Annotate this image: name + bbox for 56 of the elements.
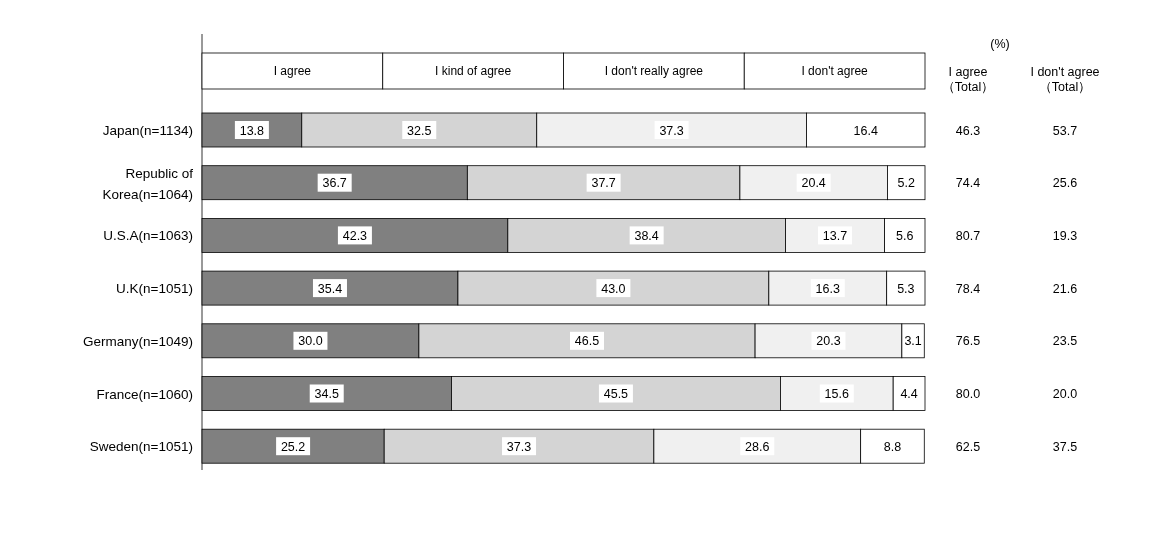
data-label: 20.0 bbox=[1052, 387, 1078, 401]
data-label: 43.0 bbox=[601, 281, 626, 296]
x-tick-label: I agree（Total） bbox=[941, 65, 995, 94]
data-label: 20.4 bbox=[801, 176, 826, 191]
data-label: 62.5 bbox=[955, 439, 981, 454]
data-label: 78.4 bbox=[955, 281, 981, 296]
data-label: 28.6 bbox=[745, 439, 770, 454]
data-label: 42.3 bbox=[342, 228, 368, 243]
text: I don't really agree bbox=[604, 64, 704, 78]
data-label: 4.4 bbox=[900, 387, 918, 401]
y-tick-label: Sweden(n=1051) bbox=[89, 439, 193, 455]
data-label: 37.3 bbox=[659, 123, 684, 138]
data-label: 21.6 bbox=[1052, 281, 1078, 296]
data-label: 15.6 bbox=[824, 387, 849, 401]
y-tick-label: Japan(n=1134) bbox=[102, 123, 193, 138]
data-label: 34.5 bbox=[314, 387, 339, 401]
data-label: 37.3 bbox=[506, 439, 532, 454]
data-label: 37.7 bbox=[591, 176, 616, 191]
data-label: 25.6 bbox=[1052, 176, 1078, 191]
data-label: 46.5 bbox=[574, 334, 600, 349]
data-label: 80.7 bbox=[955, 228, 981, 243]
text: I agree bbox=[273, 64, 312, 78]
data-label: 23.5 bbox=[1052, 334, 1078, 349]
y-tick-label: U.K(n=1051) bbox=[116, 281, 193, 297]
data-label: 16.3 bbox=[815, 281, 840, 296]
y-tick-label: France(n=1060) bbox=[96, 386, 193, 402]
y-tick-label: U.S.A(n=1063) bbox=[103, 228, 193, 244]
data-label: 35.4 bbox=[317, 281, 343, 296]
data-label: 36.7 bbox=[322, 176, 347, 191]
text: I kind of agree bbox=[435, 64, 512, 78]
data-label: 80.0 bbox=[955, 387, 981, 401]
data-label: 13.7 bbox=[822, 228, 848, 243]
data-label: 5.3 bbox=[897, 281, 915, 296]
data-label: 3.1 bbox=[904, 334, 922, 349]
data-label: 19.3 bbox=[1052, 228, 1078, 243]
data-label: 38.4 bbox=[634, 228, 659, 243]
data-label: 13.8 bbox=[239, 123, 265, 138]
data-label: 76.5 bbox=[955, 334, 981, 349]
y-tick-label: Republic of Korea(n=1064) bbox=[102, 165, 194, 202]
data-label: 5.2 bbox=[897, 176, 915, 191]
data-label: 30.0 bbox=[298, 334, 323, 349]
data-label: 5.6 bbox=[896, 228, 914, 243]
data-label: 32.5 bbox=[407, 123, 432, 138]
data-label: 45.5 bbox=[603, 387, 629, 401]
data-label: 8.8 bbox=[883, 439, 902, 454]
data-label: 53.7 bbox=[1052, 123, 1078, 138]
x-tick-label: I don't agree（Total） bbox=[1030, 65, 1100, 94]
data-label: 25.2 bbox=[280, 439, 306, 454]
data-label: 74.4 bbox=[955, 176, 981, 191]
text: I don't agree bbox=[801, 64, 869, 78]
data-label: 46.3 bbox=[955, 123, 981, 138]
text: (%) bbox=[990, 37, 1010, 51]
data-label: 37.5 bbox=[1052, 439, 1078, 454]
data-label: 20.3 bbox=[816, 334, 841, 349]
y-tick-label: Germany(n=1049) bbox=[83, 333, 193, 349]
data-label: 16.4 bbox=[853, 123, 878, 138]
